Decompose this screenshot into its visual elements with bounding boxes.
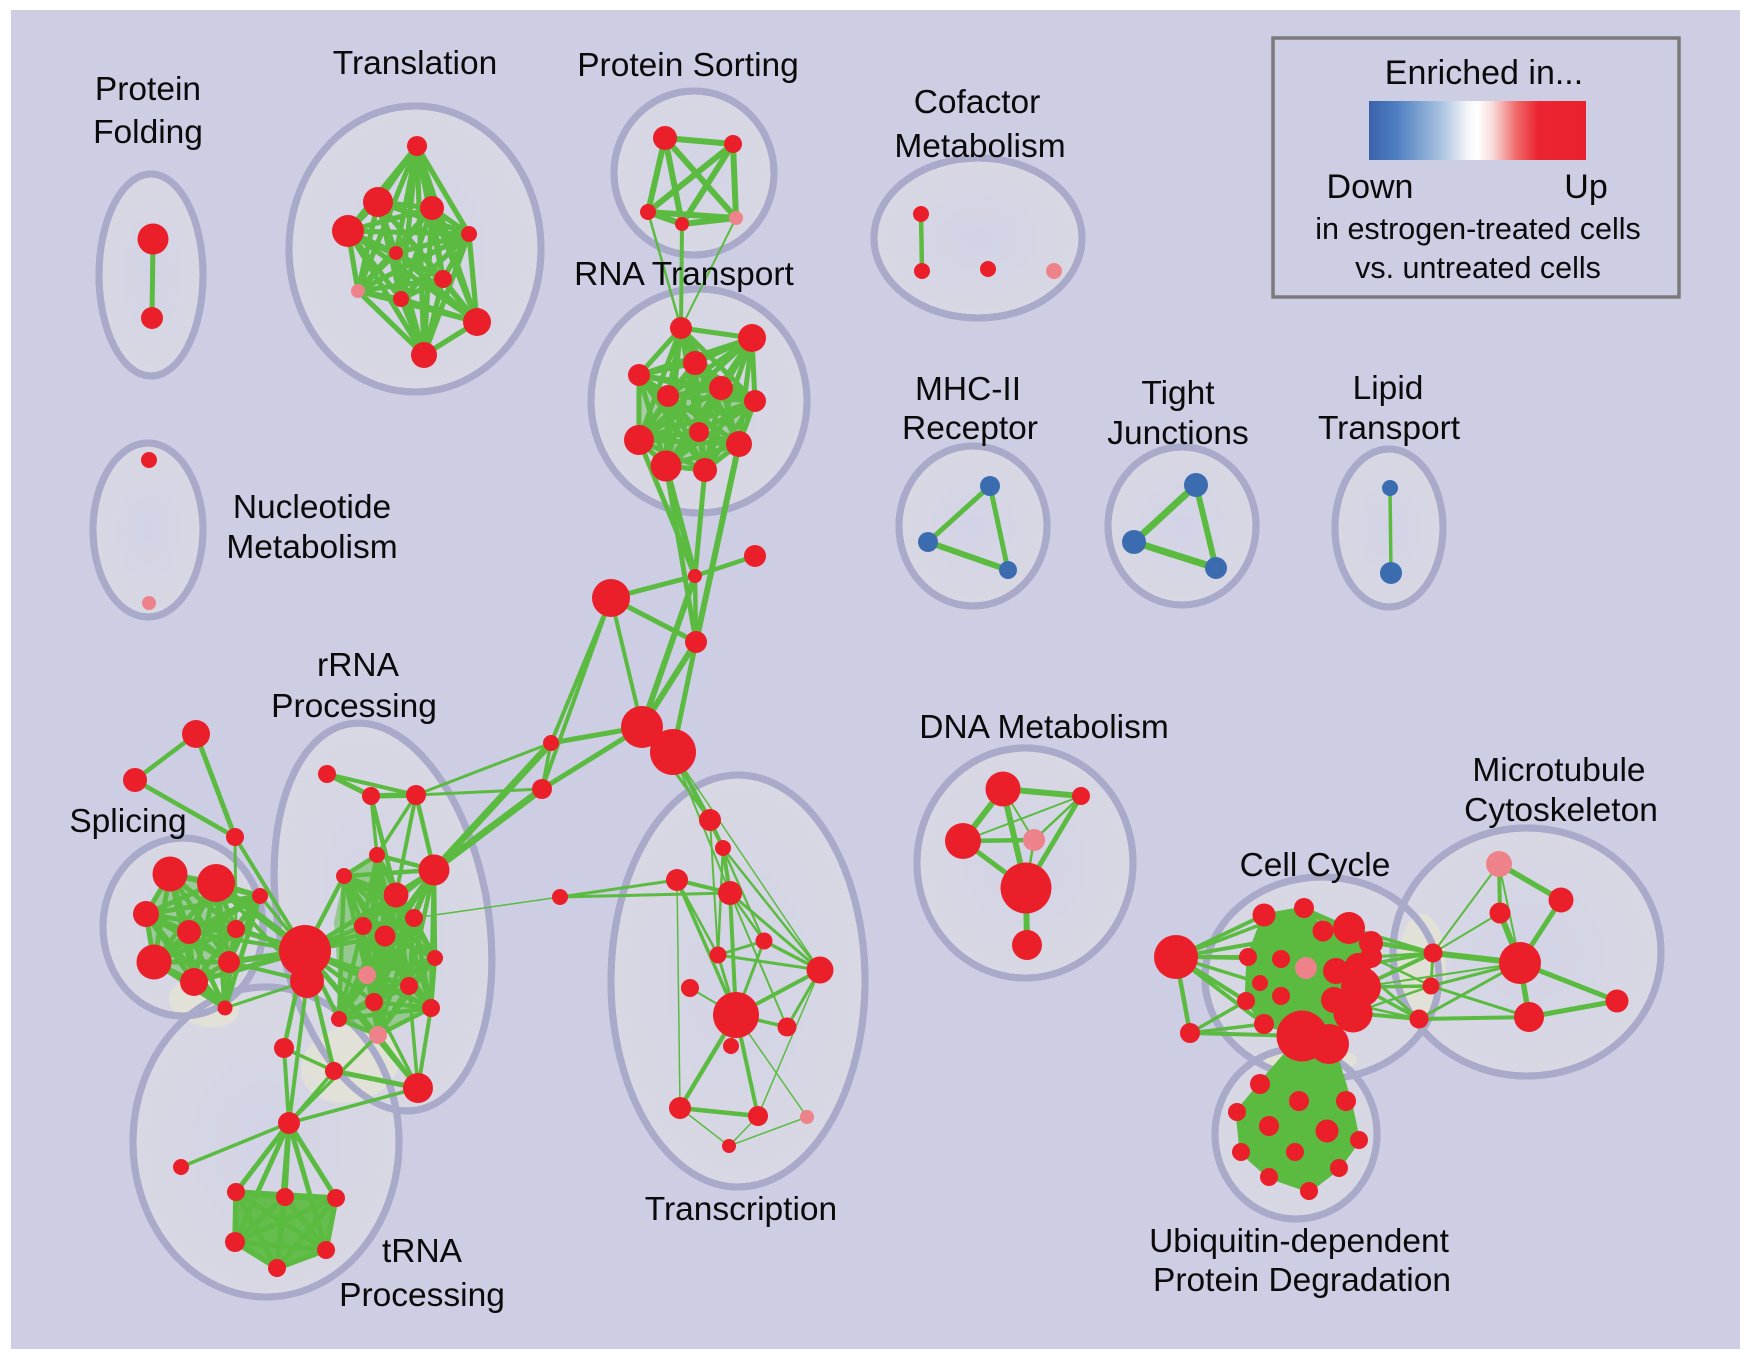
svg-text:Splicing: Splicing — [69, 803, 186, 840]
svg-text:Nucleotide: Nucleotide — [233, 489, 391, 526]
svg-text:Transcription: Transcription — [645, 1191, 837, 1228]
svg-text:Protein: Protein — [95, 71, 201, 108]
svg-text:Ubiquitin-dependent: Ubiquitin-dependent — [1149, 1223, 1450, 1260]
svg-text:MHC-II: MHC-II — [915, 371, 1021, 408]
svg-text:Junctions: Junctions — [1107, 415, 1249, 452]
svg-text:Lipid: Lipid — [1353, 370, 1424, 407]
svg-text:vs. untreated cells: vs. untreated cells — [1355, 251, 1601, 285]
svg-text:Up: Up — [1564, 168, 1607, 206]
svg-text:Protein Degradation: Protein Degradation — [1153, 1262, 1451, 1299]
svg-text:Tight: Tight — [1141, 375, 1215, 412]
svg-text:Folding: Folding — [93, 114, 203, 151]
svg-text:tRNA: tRNA — [382, 1233, 463, 1270]
svg-text:DNA Metabolism: DNA Metabolism — [919, 709, 1168, 746]
svg-text:Cell Cycle: Cell Cycle — [1240, 847, 1391, 884]
svg-text:rRNA: rRNA — [317, 647, 400, 684]
svg-text:Microtubule: Microtubule — [1472, 752, 1645, 789]
svg-text:Down: Down — [1327, 168, 1414, 206]
svg-text:Metabolism: Metabolism — [226, 529, 397, 566]
svg-text:Transport: Transport — [1318, 410, 1461, 447]
svg-text:Metabolism: Metabolism — [894, 128, 1065, 165]
svg-text:Processing: Processing — [271, 688, 437, 725]
svg-text:in estrogen-treated cells: in estrogen-treated cells — [1315, 212, 1641, 246]
svg-text:RNA Transport: RNA Transport — [574, 256, 794, 293]
svg-text:Translation: Translation — [333, 45, 497, 82]
svg-text:Enriched in...: Enriched in... — [1385, 54, 1583, 92]
svg-text:Processing: Processing — [339, 1277, 505, 1314]
svg-text:Cofactor: Cofactor — [914, 84, 1041, 121]
svg-text:Protein Sorting: Protein Sorting — [577, 47, 799, 84]
svg-text:Receptor: Receptor — [902, 410, 1038, 447]
svg-text:Cytoskeleton: Cytoskeleton — [1464, 792, 1658, 829]
